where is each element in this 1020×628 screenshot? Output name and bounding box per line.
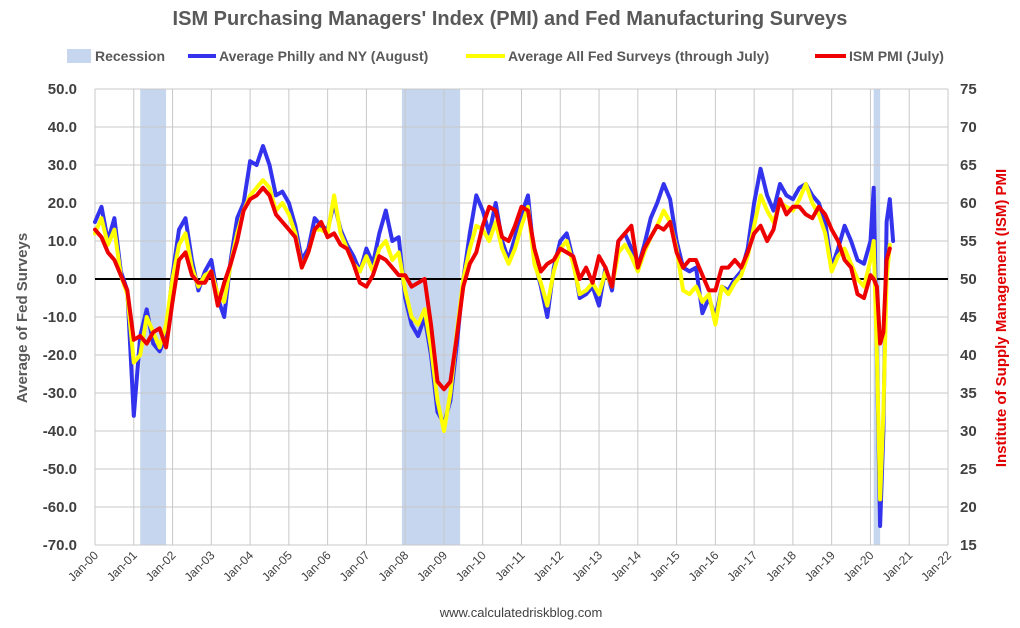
right-tick-label: 25 xyxy=(960,461,977,478)
right-tick-label: 15 xyxy=(960,537,977,554)
left-tick-label: 10.0 xyxy=(48,233,77,250)
left-tick-label: 30.0 xyxy=(48,157,77,174)
series-lines xyxy=(93,144,896,528)
series-line-ism xyxy=(93,185,892,392)
left-axis-label: Average of Fed Surveys xyxy=(14,233,31,403)
legend-swatch-recession xyxy=(67,49,91,63)
x-tick-label: Jan-05 xyxy=(259,548,295,584)
legend-label-philly-ny: Average Philly and NY (August) xyxy=(219,48,428,64)
right-axis-ticks: 75 70 65 60 55 50 45 40 35 30 25 20 15 xyxy=(960,81,977,554)
right-tick-label: 35 xyxy=(960,385,977,402)
x-tick-label: Jan-19 xyxy=(802,548,838,584)
right-tick-label: 20 xyxy=(960,499,977,516)
right-tick-label: 70 xyxy=(960,119,977,136)
right-tick-label: 40 xyxy=(960,347,977,364)
source-credit: www.calculatedriskblog.com xyxy=(439,605,603,620)
x-tick-label: Jan-22 xyxy=(918,548,954,584)
left-tick-label: -20.0 xyxy=(43,347,77,364)
left-tick-label: 40.0 xyxy=(48,119,77,136)
legend-label-all-fed: Average All Fed Surveys (through July) xyxy=(508,48,769,64)
legend-label-recession: Recession xyxy=(95,48,165,64)
left-tick-label: -40.0 xyxy=(43,423,77,440)
x-tick-label: Jan-13 xyxy=(569,548,605,584)
x-tick-label: Jan-06 xyxy=(298,548,334,584)
left-tick-label: 0.0 xyxy=(56,271,77,288)
x-tick-label: Jan-03 xyxy=(182,548,218,584)
left-axis-ticks: 50.0 40.0 30.0 20.0 10.0 0.0 -10.0 -20.0 -30.0 -4… xyxy=(43,81,77,554)
x-tick-label: Jan-08 xyxy=(375,548,411,584)
left-tick-label: 50.0 xyxy=(48,81,77,98)
x-tick-label: Jan-02 xyxy=(143,548,179,584)
left-tick-label: -10.0 xyxy=(43,309,77,326)
right-tick-label: 65 xyxy=(960,157,977,174)
left-tick-label: -70.0 xyxy=(43,537,77,554)
x-tick-label: Jan-21 xyxy=(879,548,915,584)
x-tick-label: Jan-17 xyxy=(724,548,760,584)
x-tick-label: Jan-10 xyxy=(453,548,489,584)
x-tick-label: Jan-18 xyxy=(763,548,799,584)
left-tick-label: 20.0 xyxy=(48,195,77,212)
x-tick-label: Jan-15 xyxy=(647,548,683,584)
legend: Recession Average Philly and NY (August)… xyxy=(67,48,944,64)
x-tick-label: Jan-20 xyxy=(841,548,877,584)
x-tick-label: Jan-01 xyxy=(104,548,140,584)
left-tick-label: -50.0 xyxy=(43,461,77,478)
right-tick-label: 60 xyxy=(960,195,977,212)
legend-label-ism: ISM PMI (July) xyxy=(849,48,944,64)
x-tick-label: Jan-09 xyxy=(414,548,450,584)
series-line-all-fed xyxy=(93,178,892,502)
x-tick-label: Jan-12 xyxy=(531,548,567,584)
x-tick-label: Jan-14 xyxy=(608,548,644,584)
right-tick-label: 30 xyxy=(960,423,977,440)
left-tick-label: -60.0 xyxy=(43,499,77,516)
right-tick-label: 50 xyxy=(960,271,977,288)
x-tick-label: Jan-11 xyxy=(492,548,527,583)
x-tick-label: Jan-16 xyxy=(686,548,722,584)
right-tick-label: 45 xyxy=(960,309,977,326)
x-tick-label: Jan-07 xyxy=(337,548,373,584)
right-tick-label: 55 xyxy=(960,233,977,250)
chart-title: ISM Purchasing Managers' Index (PMI) and… xyxy=(173,8,848,30)
left-tick-label: -30.0 xyxy=(43,385,77,402)
x-axis-ticks: Jan-00 Jan-01 Jan-02 Jan-03 Jan-04 Jan-05 Jan-… xyxy=(65,548,954,584)
x-tick-label: Jan-04 xyxy=(220,548,256,584)
right-axis-label: Institute of Supply Management (ISM) PMI xyxy=(993,169,1010,467)
right-tick-label: 75 xyxy=(960,81,977,98)
